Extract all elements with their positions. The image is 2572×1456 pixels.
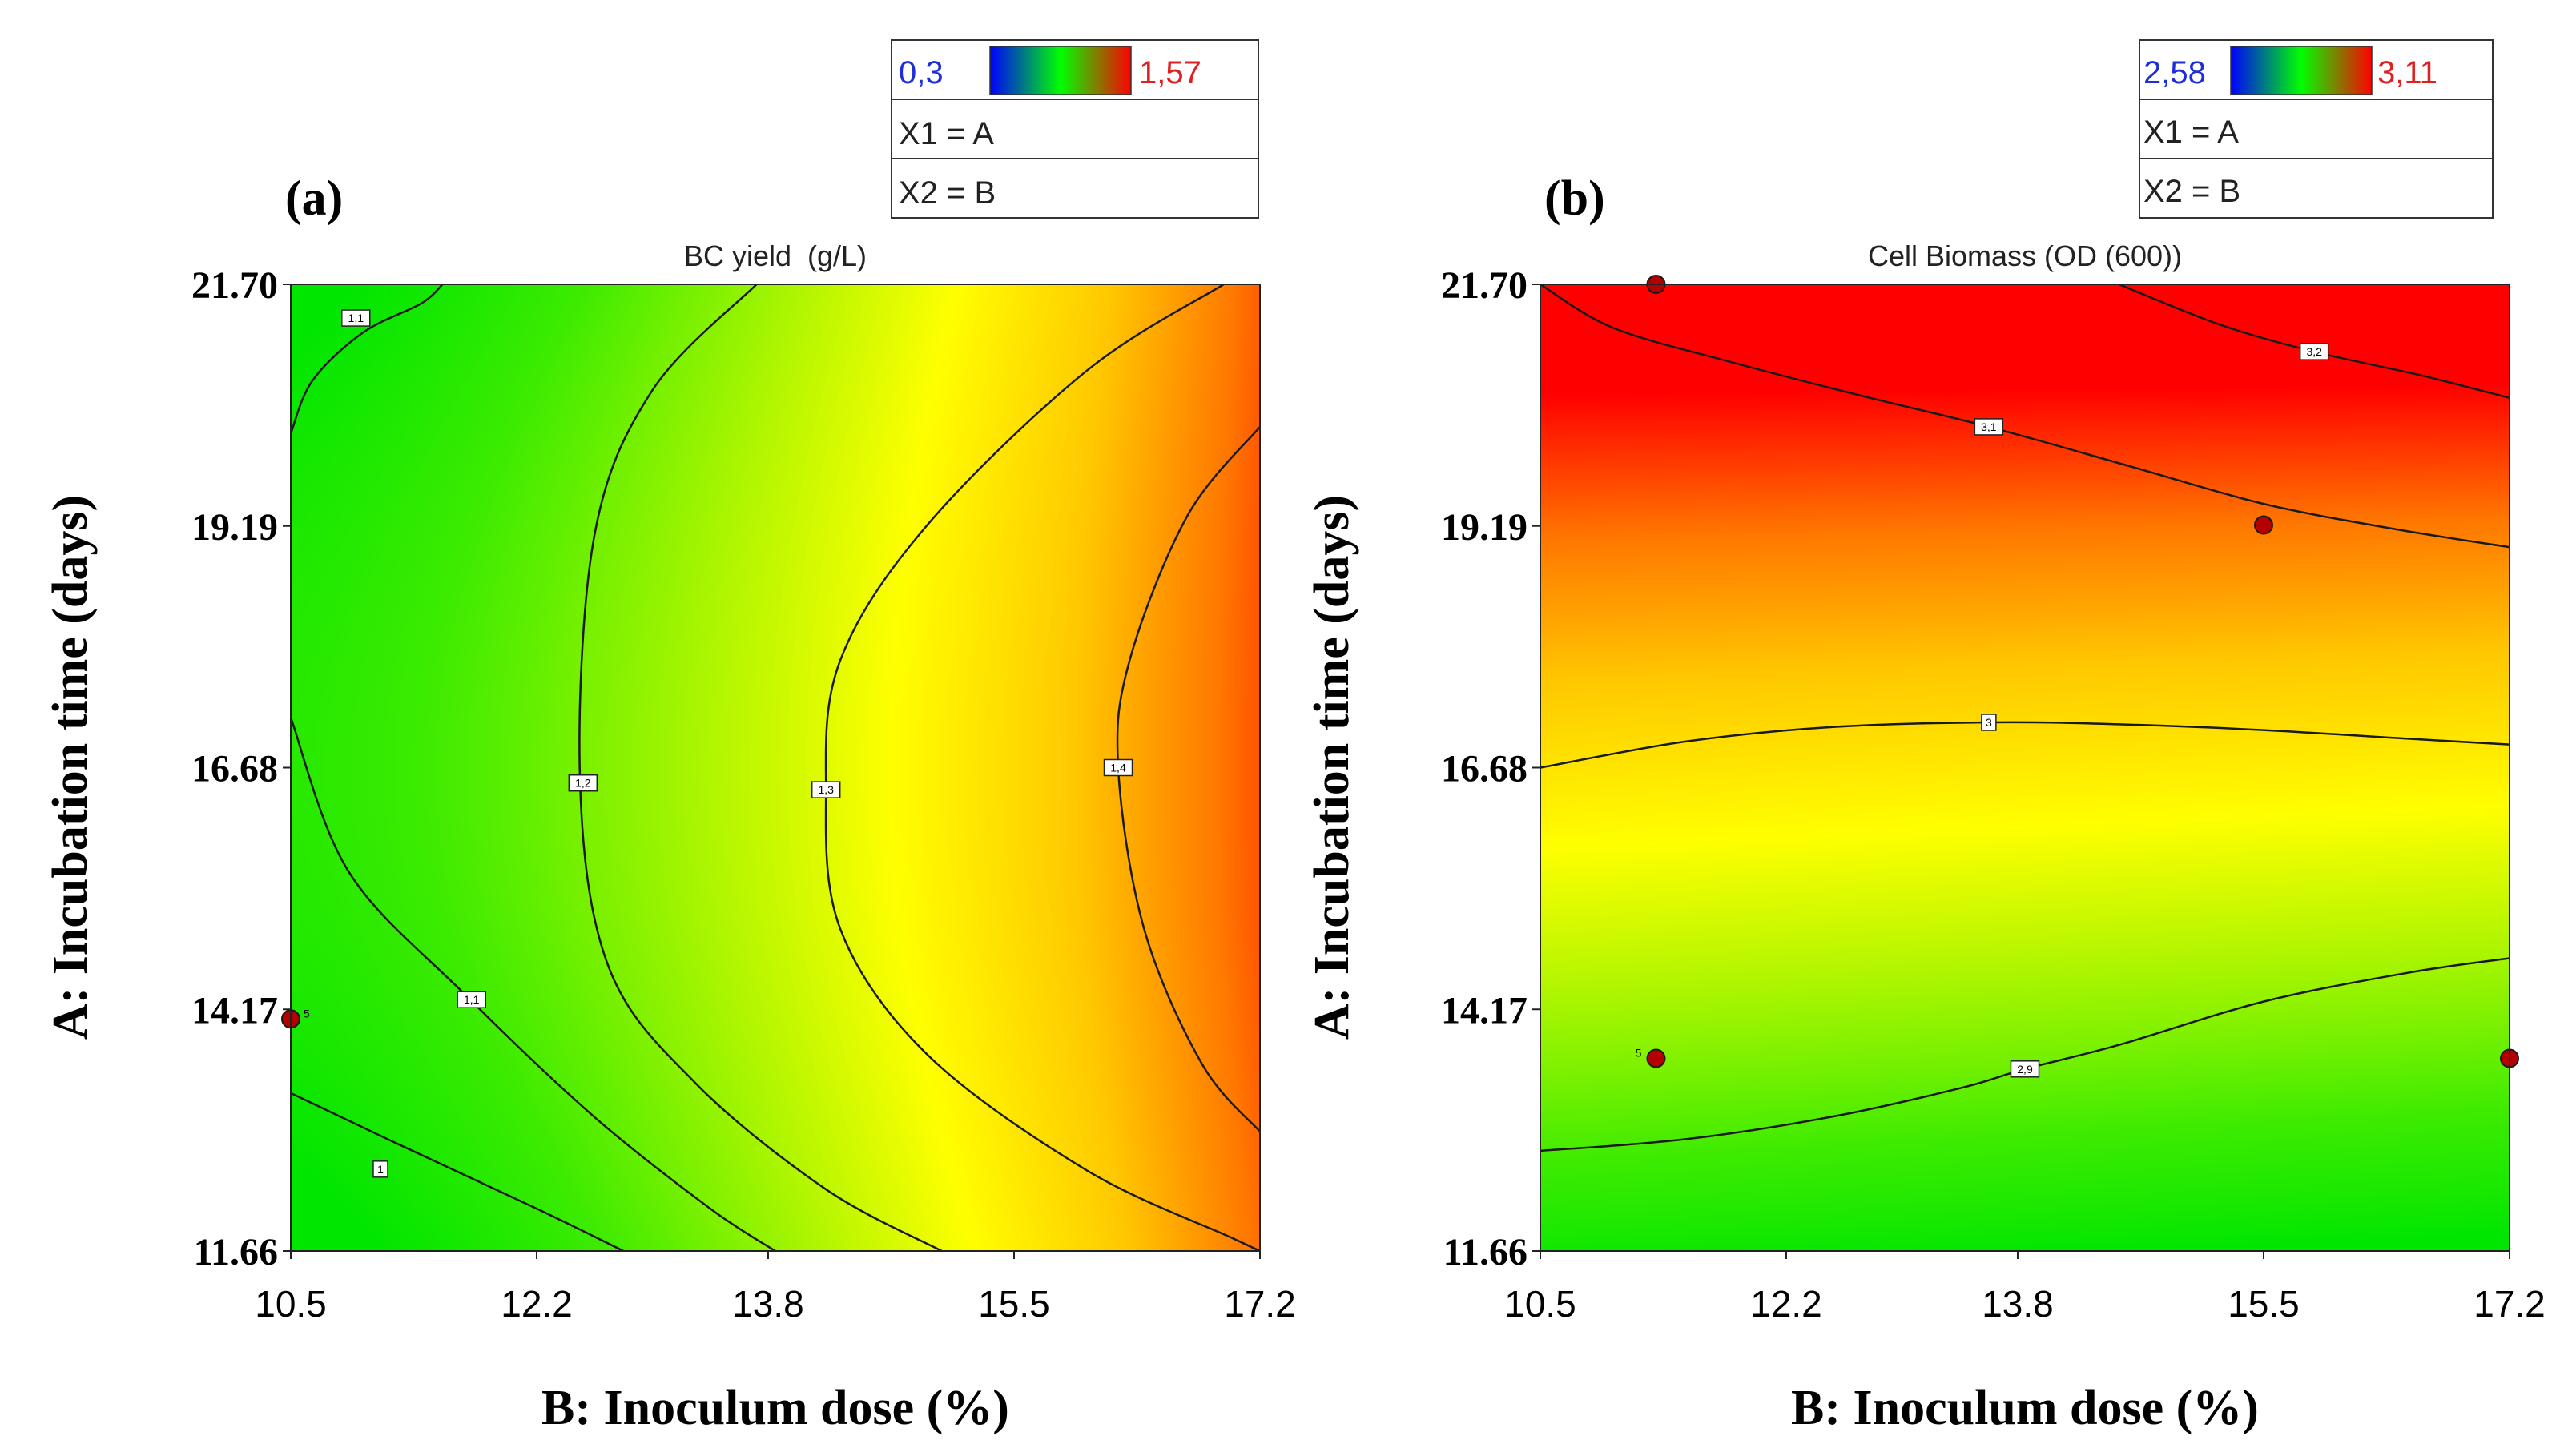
design-point-label: 5 xyxy=(1636,1047,1642,1060)
contour-label: 1 xyxy=(372,1160,388,1178)
x-tick-label: 13.8 xyxy=(1982,1283,2054,1325)
panel-b: 2,58 3,11 X1 = A X2 = B (b) Cell Biomass… xyxy=(1305,39,2546,1435)
svg-text:1,4: 1,4 xyxy=(1110,762,1126,774)
chart-title-b: Cell Biomass (OD (600)) xyxy=(1868,239,2182,272)
contour-line xyxy=(291,1092,624,1251)
legend-line2-b: X2 = B xyxy=(2143,174,2240,209)
x-tick-label: 15.5 xyxy=(978,1283,1050,1325)
legend-line1-b: X1 = A xyxy=(2143,115,2239,150)
contour-label: 3 xyxy=(1981,714,1997,731)
x-tick-label: 10.5 xyxy=(1504,1283,1576,1325)
design-points-b: 5 xyxy=(1636,275,2519,1068)
x-axis-label-b: B: Inoculum dose (%) xyxy=(1791,1381,2259,1435)
contour-line xyxy=(1540,721,2510,769)
legend-color-bar-a xyxy=(989,46,1132,95)
contour-label: 3,2 xyxy=(2299,343,2329,360)
legend-box-b: 2,58 3,11 X1 = A X2 = B xyxy=(2139,39,2494,219)
heatmap-surface-a xyxy=(291,284,1260,1251)
svg-text:3: 3 xyxy=(1986,716,1992,729)
svg-text:3,1: 3,1 xyxy=(1981,420,1997,433)
contour-label: 3,1 xyxy=(1974,418,2004,436)
contour-line xyxy=(824,284,1260,1251)
svg-text:1,3: 1,3 xyxy=(818,783,834,796)
x-tick-label: 12.2 xyxy=(1750,1283,1822,1325)
legend-min-label-b: 2,58 xyxy=(2143,55,2206,90)
x-tick-label: 17.2 xyxy=(1224,1283,1296,1325)
contour-label: 1,3 xyxy=(811,781,841,798)
y-axis-b: 11.66 14.17 16.68 19.19 21.70 xyxy=(1441,264,1540,1273)
contour-label: 1,1 xyxy=(457,991,486,1008)
y-tick-label: 14.17 xyxy=(191,989,278,1032)
x-axis-a: 10.5 12.2 13.8 15.5 17.2 xyxy=(255,1251,1296,1325)
contour-label: 1,4 xyxy=(1103,758,1133,777)
legend-max-label-a: 1,57 xyxy=(1139,55,1201,90)
panel-a: 0,3 1,57 X1 = A X2 = B (a) BC yield (g/L… xyxy=(43,39,1296,1435)
contour-label: 2,9 xyxy=(2010,1060,2040,1078)
contour-label: 1,2 xyxy=(568,774,598,792)
svg-text:3,2: 3,2 xyxy=(2306,345,2322,358)
legend-max-label-b: 3,11 xyxy=(2377,55,2437,90)
y-tick-label: 21.70 xyxy=(1441,264,1528,307)
contour-labels-a: 1 1,1 1,1 1,2 1,3 1,4 xyxy=(341,309,1133,1178)
contour-line xyxy=(291,717,776,1251)
svg-text:1,1: 1,1 xyxy=(464,993,480,1006)
y-axis-a: 11.66 14.17 16.68 19.19 21.70 xyxy=(191,264,291,1273)
y-tick-label: 11.66 xyxy=(1443,1231,1528,1273)
legend-line1-a: X1 = A xyxy=(899,116,994,151)
legend-color-bar-b xyxy=(2230,46,2373,95)
y-tick-label: 19.19 xyxy=(1441,506,1528,549)
x-axis-label-a: B: Inoculum dose (%) xyxy=(541,1381,1009,1435)
legend-min-label-a: 0,3 xyxy=(899,55,944,90)
design-point xyxy=(1646,1048,1666,1068)
y-tick-label: 21.70 xyxy=(191,264,278,307)
contour-line xyxy=(291,284,444,434)
x-tick-label: 15.5 xyxy=(2228,1283,2300,1325)
design-point-label: 5 xyxy=(304,1007,310,1020)
heatmap-surface-b xyxy=(1540,284,2510,1251)
x-tick-label: 12.2 xyxy=(501,1283,573,1325)
svg-text:1: 1 xyxy=(377,1163,384,1176)
plot-area-a xyxy=(291,284,1260,1251)
x-tick-label: 13.8 xyxy=(732,1283,804,1325)
x-axis-b: 10.5 12.2 13.8 15.5 17.2 xyxy=(1504,1251,2546,1325)
x-tick-label: 10.5 xyxy=(255,1283,327,1325)
y-tick-label: 11.66 xyxy=(194,1231,278,1273)
y-tick-label: 14.17 xyxy=(1441,989,1528,1032)
plot-area-b xyxy=(1540,284,2510,1251)
contour-label: 1,1 xyxy=(341,309,371,327)
y-axis-label-a: A: Incubation time (days) xyxy=(43,495,98,1040)
panel-label-b: (b) xyxy=(1544,171,1605,226)
y-tick-label: 16.68 xyxy=(1441,748,1528,790)
legend-line2-a: X2 = B xyxy=(899,175,996,211)
y-axis-label-b: A: Incubation time (days) xyxy=(1305,495,1359,1040)
contour-line xyxy=(578,284,943,1251)
y-tick-label: 16.68 xyxy=(191,748,278,790)
legend-box-a: 0,3 1,57 X1 = A X2 = B xyxy=(891,39,1259,219)
svg-text:1,2: 1,2 xyxy=(575,777,591,790)
panel-label-a: (a) xyxy=(285,171,343,226)
svg-text:2,9: 2,9 xyxy=(2017,1063,2033,1076)
contour-labels-b: 2,9 3 3,1 3,2 xyxy=(1974,343,2329,1078)
design-point xyxy=(2253,515,2273,535)
chart-title-a: BC yield (g/L) xyxy=(684,239,867,272)
svg-text:1,1: 1,1 xyxy=(348,312,364,324)
y-tick-label: 19.19 xyxy=(191,506,278,549)
x-tick-label: 17.2 xyxy=(2473,1283,2546,1325)
